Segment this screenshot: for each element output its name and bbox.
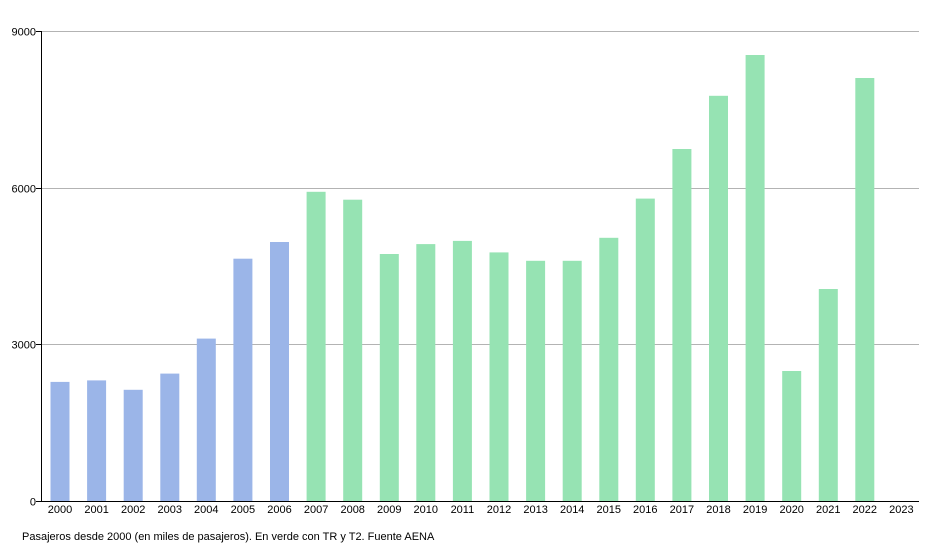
x-tick-label: 2003 — [158, 504, 182, 516]
bar-2011 — [452, 240, 472, 501]
bar-2007 — [306, 191, 326, 502]
x-tick-label: 2016 — [633, 504, 657, 516]
bar-2019 — [745, 55, 765, 501]
y-tick-label: 9000 — [12, 27, 36, 39]
x-tick-label: 2012 — [487, 504, 511, 516]
x-tick-label: 2022 — [853, 504, 877, 516]
bar-2012 — [489, 252, 509, 501]
bar-2017 — [672, 149, 692, 501]
bar-2010 — [416, 244, 436, 501]
x-tick-label: 2008 — [340, 504, 364, 516]
x-tick-label: 2010 — [414, 504, 438, 516]
bar-2022 — [855, 78, 875, 501]
bar-2021 — [818, 289, 838, 501]
bar-2003 — [160, 373, 180, 501]
bar-2000 — [50, 381, 70, 501]
x-tick-label: 2009 — [377, 504, 401, 516]
bars — [50, 55, 875, 502]
x-tick-label: 2006 — [267, 504, 291, 516]
x-tick-label: 2011 — [451, 504, 475, 516]
axes — [36, 31, 919, 502]
x-tick-label: 2017 — [670, 504, 694, 516]
x-tick-label: 2018 — [706, 504, 730, 516]
x-tick-label: 2023 — [889, 504, 913, 516]
x-tick-label: 2001 — [84, 504, 108, 516]
chart-caption: Pasajeros desde 2000 (en miles de pasaje… — [22, 531, 435, 543]
x-tick-label: 2002 — [121, 504, 145, 516]
y-tick-labels: 0 3000 6000 9000 — [12, 27, 36, 509]
x-tick-label: 2014 — [560, 504, 584, 516]
y-tick-label: 0 — [30, 497, 36, 509]
bar-2002 — [123, 389, 143, 501]
bar-2006 — [270, 242, 289, 501]
x-tick-labels: 2000 2001 2002 2003 2004 2005 2006 2007 2008 2009… — [48, 504, 914, 516]
bar-2001 — [87, 380, 107, 501]
bar-2013 — [526, 260, 546, 501]
gridlines — [41, 31, 919, 345]
bar-2004 — [196, 338, 216, 501]
x-tick-label: 2015 — [597, 504, 621, 516]
bar-2008 — [343, 199, 363, 501]
x-tick-label: 2021 — [816, 504, 840, 516]
bar-2015 — [599, 237, 619, 502]
bar-2005 — [233, 258, 253, 501]
bar-2009 — [379, 254, 399, 501]
x-tick-label: 2019 — [743, 504, 767, 516]
x-tick-label: 2005 — [231, 504, 255, 516]
bar-2020 — [782, 371, 802, 501]
x-tick-label: 2000 — [48, 504, 72, 516]
x-tick-label: 2013 — [523, 504, 547, 516]
y-tick-label: 3000 — [12, 340, 36, 352]
bar-2016 — [635, 198, 655, 501]
bar-2018 — [709, 95, 728, 502]
x-tick-label: 2004 — [194, 504, 218, 516]
x-tick-label: 2007 — [304, 504, 328, 516]
x-tick-label: 2020 — [779, 504, 803, 516]
bar-2014 — [562, 260, 582, 501]
y-tick-label: 6000 — [12, 184, 36, 196]
